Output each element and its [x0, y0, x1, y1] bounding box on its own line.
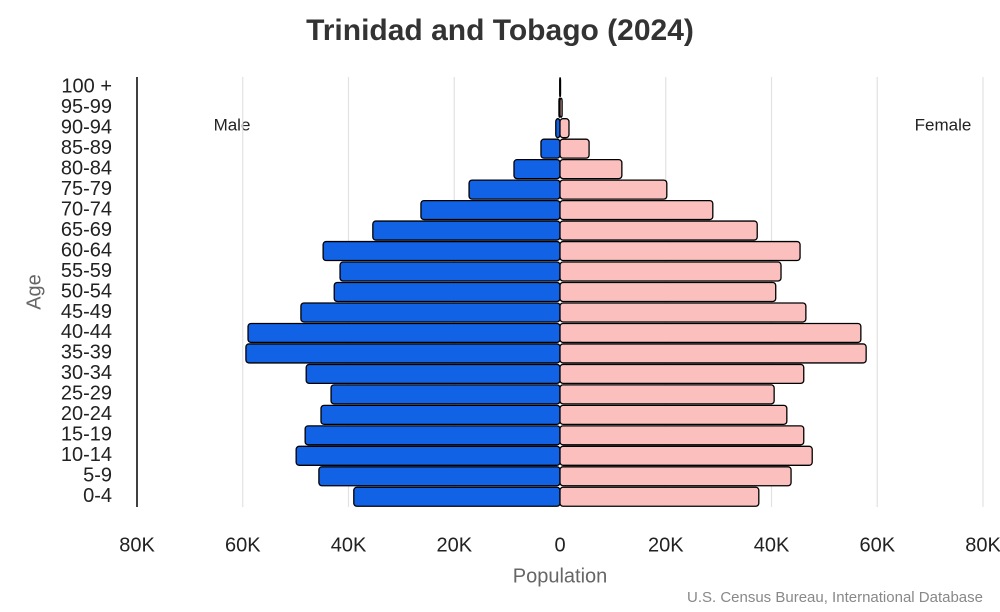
bar [559, 220, 758, 241]
y-tick-label: 50-54 [61, 280, 112, 302]
y-tick-label: 40-44 [61, 321, 112, 343]
bar [320, 404, 561, 425]
bar [333, 281, 561, 303]
y-tick-label: 20-24 [61, 403, 112, 425]
y-tick-label: 65-69 [61, 219, 112, 241]
bar [559, 138, 590, 159]
x-tick-label: 20K [648, 534, 684, 556]
bar [559, 384, 775, 405]
bar [305, 363, 561, 385]
bar [559, 159, 623, 180]
y-tick-label: 45-49 [61, 301, 112, 323]
series-label: Male [214, 115, 251, 134]
y-tick-label: 0-4 [83, 485, 112, 507]
y-tick-label: 10-14 [61, 444, 112, 466]
bar [559, 77, 562, 98]
bar [559, 425, 805, 446]
y-tick-label: 25-29 [61, 383, 112, 405]
y-tick-label: 70-74 [61, 198, 112, 220]
y-tick-label: 35-39 [61, 342, 112, 364]
x-tick-label: 20K [436, 534, 472, 556]
bar [330, 384, 561, 405]
x-tick-label: 60K [859, 534, 895, 556]
bar [353, 486, 561, 507]
x-tick-label: 60K [225, 534, 261, 556]
bar [559, 363, 805, 385]
bar [559, 281, 777, 303]
y-tick-label: 5-9 [83, 465, 112, 487]
y-tick-label: 80-84 [61, 157, 112, 179]
bar [540, 138, 561, 159]
bar [559, 302, 807, 323]
bar [559, 343, 867, 364]
source-note: U.S. Census Bureau, International Databa… [687, 589, 983, 606]
bar [372, 220, 561, 241]
y-axis-label: Age [23, 274, 45, 310]
y-tick-label: 85-89 [61, 137, 112, 159]
bar [468, 179, 561, 200]
bar [559, 486, 760, 507]
bar [559, 118, 570, 139]
y-tick-label: 15-19 [61, 424, 112, 446]
y-tick-label: 95-99 [61, 96, 112, 118]
bar [339, 261, 561, 282]
x-tick-label: 40K [331, 534, 367, 556]
series-label: Female [915, 115, 972, 134]
bar [513, 159, 561, 180]
x-tick-label: 80K [965, 534, 1000, 556]
bar [247, 322, 561, 344]
bar [322, 240, 561, 262]
bar [559, 261, 782, 282]
bar [559, 466, 792, 487]
y-tick-label: 60-64 [61, 239, 112, 261]
bar [304, 425, 561, 446]
x-tick-label: 80K [119, 534, 155, 556]
y-tick-label: 55-59 [61, 260, 112, 282]
bar [295, 445, 561, 466]
y-tick-label: 75-79 [61, 178, 112, 200]
bar [559, 97, 563, 118]
bar [300, 302, 561, 323]
bar [559, 179, 668, 200]
bar [420, 199, 561, 221]
bar [318, 466, 561, 487]
x-tick-label: 40K [754, 534, 790, 556]
bar [245, 343, 561, 364]
y-tick-label: 90-94 [61, 116, 112, 138]
bar [559, 322, 862, 344]
x-tick-label: 0 [554, 534, 565, 556]
bar [559, 404, 788, 425]
y-tick-label: 30-34 [61, 362, 112, 384]
bar [559, 199, 714, 221]
bar [559, 240, 801, 262]
x-axis-label: Population [513, 565, 608, 587]
y-tick-label: 100 + [61, 76, 112, 98]
chart-title: Trinidad and Tobago (2024) [306, 14, 694, 47]
bar [559, 445, 813, 466]
